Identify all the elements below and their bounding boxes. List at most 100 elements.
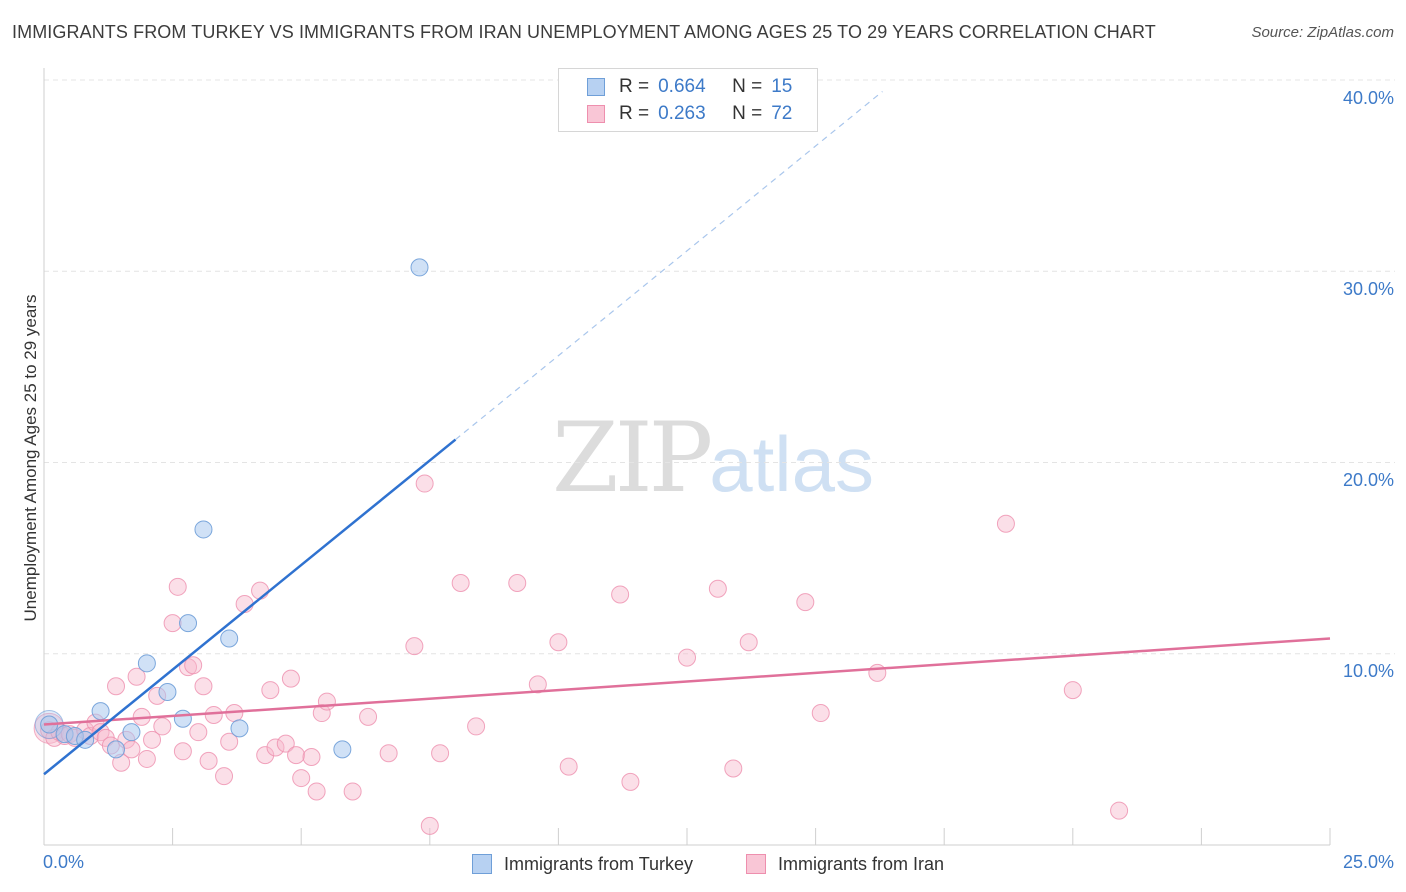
iran-point bbox=[251, 581, 270, 600]
turkey-point bbox=[107, 740, 126, 759]
legend-row-turkey: R = 0.664 N = 15 bbox=[587, 75, 792, 99]
iran-point bbox=[204, 705, 223, 724]
iran-point bbox=[549, 633, 568, 652]
y-tick-label-30: 30.0% bbox=[1342, 279, 1394, 299]
correlation-legend: R = 0.664 N = 15 R = 0.263 N = 72 bbox=[558, 68, 818, 132]
iran-point bbox=[143, 730, 162, 749]
turkey-trend-line bbox=[43, 438, 457, 776]
iran-point bbox=[127, 667, 146, 686]
iran-trend-line bbox=[43, 637, 1331, 726]
iran-point bbox=[724, 759, 743, 778]
iran-n-value: 72 bbox=[771, 103, 793, 124]
iran-point bbox=[359, 707, 378, 726]
iran-point bbox=[996, 514, 1015, 533]
turkey-point bbox=[122, 723, 141, 742]
iran-point bbox=[528, 675, 547, 694]
iran-point bbox=[317, 692, 336, 711]
iran-point bbox=[1110, 801, 1129, 820]
iran-point bbox=[415, 474, 434, 493]
iran-point bbox=[91, 723, 110, 742]
turkey-swatch-icon bbox=[587, 78, 605, 96]
turkey-point bbox=[158, 683, 177, 701]
iran-point bbox=[153, 717, 172, 736]
x-tick-label-max: 25.0% bbox=[1342, 852, 1394, 872]
iran-point bbox=[168, 577, 187, 596]
watermark-zip: ZIP bbox=[552, 402, 713, 514]
iran-point bbox=[508, 573, 527, 592]
x-tick-label-min: 0.0% bbox=[43, 852, 85, 872]
iran-point bbox=[276, 734, 295, 753]
y-axis-label: Unemployment Among Ages 25 to 29 years bbox=[21, 294, 40, 622]
iran-point bbox=[122, 740, 141, 759]
turkey-point bbox=[173, 709, 192, 728]
iran-point bbox=[287, 746, 306, 765]
iran-point bbox=[708, 579, 727, 598]
iran-point bbox=[292, 769, 311, 788]
turkey-n-value: 15 bbox=[771, 76, 793, 97]
iran-r-value: 0.263 bbox=[658, 103, 706, 124]
iran-point bbox=[256, 746, 275, 765]
axes bbox=[43, 68, 1331, 846]
iran-point bbox=[739, 633, 758, 652]
iran-point bbox=[281, 669, 300, 688]
turkey-point bbox=[194, 520, 213, 539]
turkey-points-group bbox=[34, 258, 429, 759]
turkey-point bbox=[179, 614, 198, 633]
iran-swatch-icon bbox=[587, 105, 605, 123]
turkey-point bbox=[91, 702, 110, 721]
turkey-legend-label: Immigrants from Turkey bbox=[504, 853, 694, 874]
legend-n-label: N = bbox=[732, 103, 763, 124]
turkey-point bbox=[230, 719, 249, 738]
legend-r-label: R = bbox=[619, 103, 650, 124]
turkey-point bbox=[333, 740, 352, 759]
iran-point bbox=[343, 782, 362, 801]
y-tick-label-40: 40.0% bbox=[1342, 88, 1394, 108]
turkey-legend-icon bbox=[472, 854, 492, 874]
iran-point bbox=[379, 744, 398, 763]
iran-point bbox=[431, 744, 450, 763]
legend-n-label: N = bbox=[732, 76, 763, 97]
iran-point bbox=[405, 637, 424, 656]
iran-point bbox=[189, 723, 208, 742]
turkey-point bbox=[137, 654, 156, 673]
source-label: Source: ZipAtlas.com bbox=[1251, 24, 1394, 41]
chart-title: IMMIGRANTS FROM TURKEY VS IMMIGRANTS FRO… bbox=[12, 22, 1156, 42]
turkey-r-value: 0.664 bbox=[658, 76, 706, 97]
iran-point bbox=[467, 717, 486, 736]
legend-r-label: R = bbox=[619, 76, 650, 97]
watermark-atlas: atlas bbox=[709, 420, 874, 508]
iran-point bbox=[137, 749, 156, 768]
iran-point bbox=[184, 656, 203, 675]
iran-point bbox=[611, 585, 630, 604]
iran-point bbox=[266, 738, 285, 757]
iran-point bbox=[220, 732, 239, 751]
iran-point bbox=[420, 816, 439, 835]
iran-point bbox=[107, 677, 126, 696]
iran-legend-icon bbox=[746, 854, 766, 874]
iran-point bbox=[302, 748, 321, 767]
iran-points-group bbox=[33, 474, 1129, 835]
grid-lines bbox=[44, 79, 1395, 655]
iran-point bbox=[307, 782, 326, 801]
iran-legend-label: Immigrants from Iran bbox=[778, 853, 945, 874]
y-tick-label-10: 10.0% bbox=[1342, 661, 1394, 681]
iran-point bbox=[163, 614, 182, 633]
iran-point bbox=[678, 648, 696, 667]
iran-point bbox=[451, 573, 470, 592]
iran-point bbox=[215, 767, 234, 786]
trend-lines bbox=[43, 91, 1331, 776]
iran-point bbox=[796, 593, 815, 612]
iran-point bbox=[868, 663, 887, 682]
bottom-legend-turkey: Immigrants from Turkey bbox=[472, 852, 693, 876]
y-tick-label-20: 20.0% bbox=[1342, 470, 1394, 490]
bottom-legend-iran: Immigrants from Iran bbox=[746, 852, 944, 876]
watermark: ZIPatlas bbox=[552, 402, 874, 514]
iran-point bbox=[194, 677, 213, 696]
iran-point bbox=[261, 681, 280, 700]
iran-point bbox=[199, 751, 218, 770]
iran-point bbox=[173, 742, 192, 761]
turkey-point bbox=[220, 629, 239, 648]
turkey-trend-extension bbox=[455, 91, 883, 441]
iran-point bbox=[621, 772, 640, 791]
